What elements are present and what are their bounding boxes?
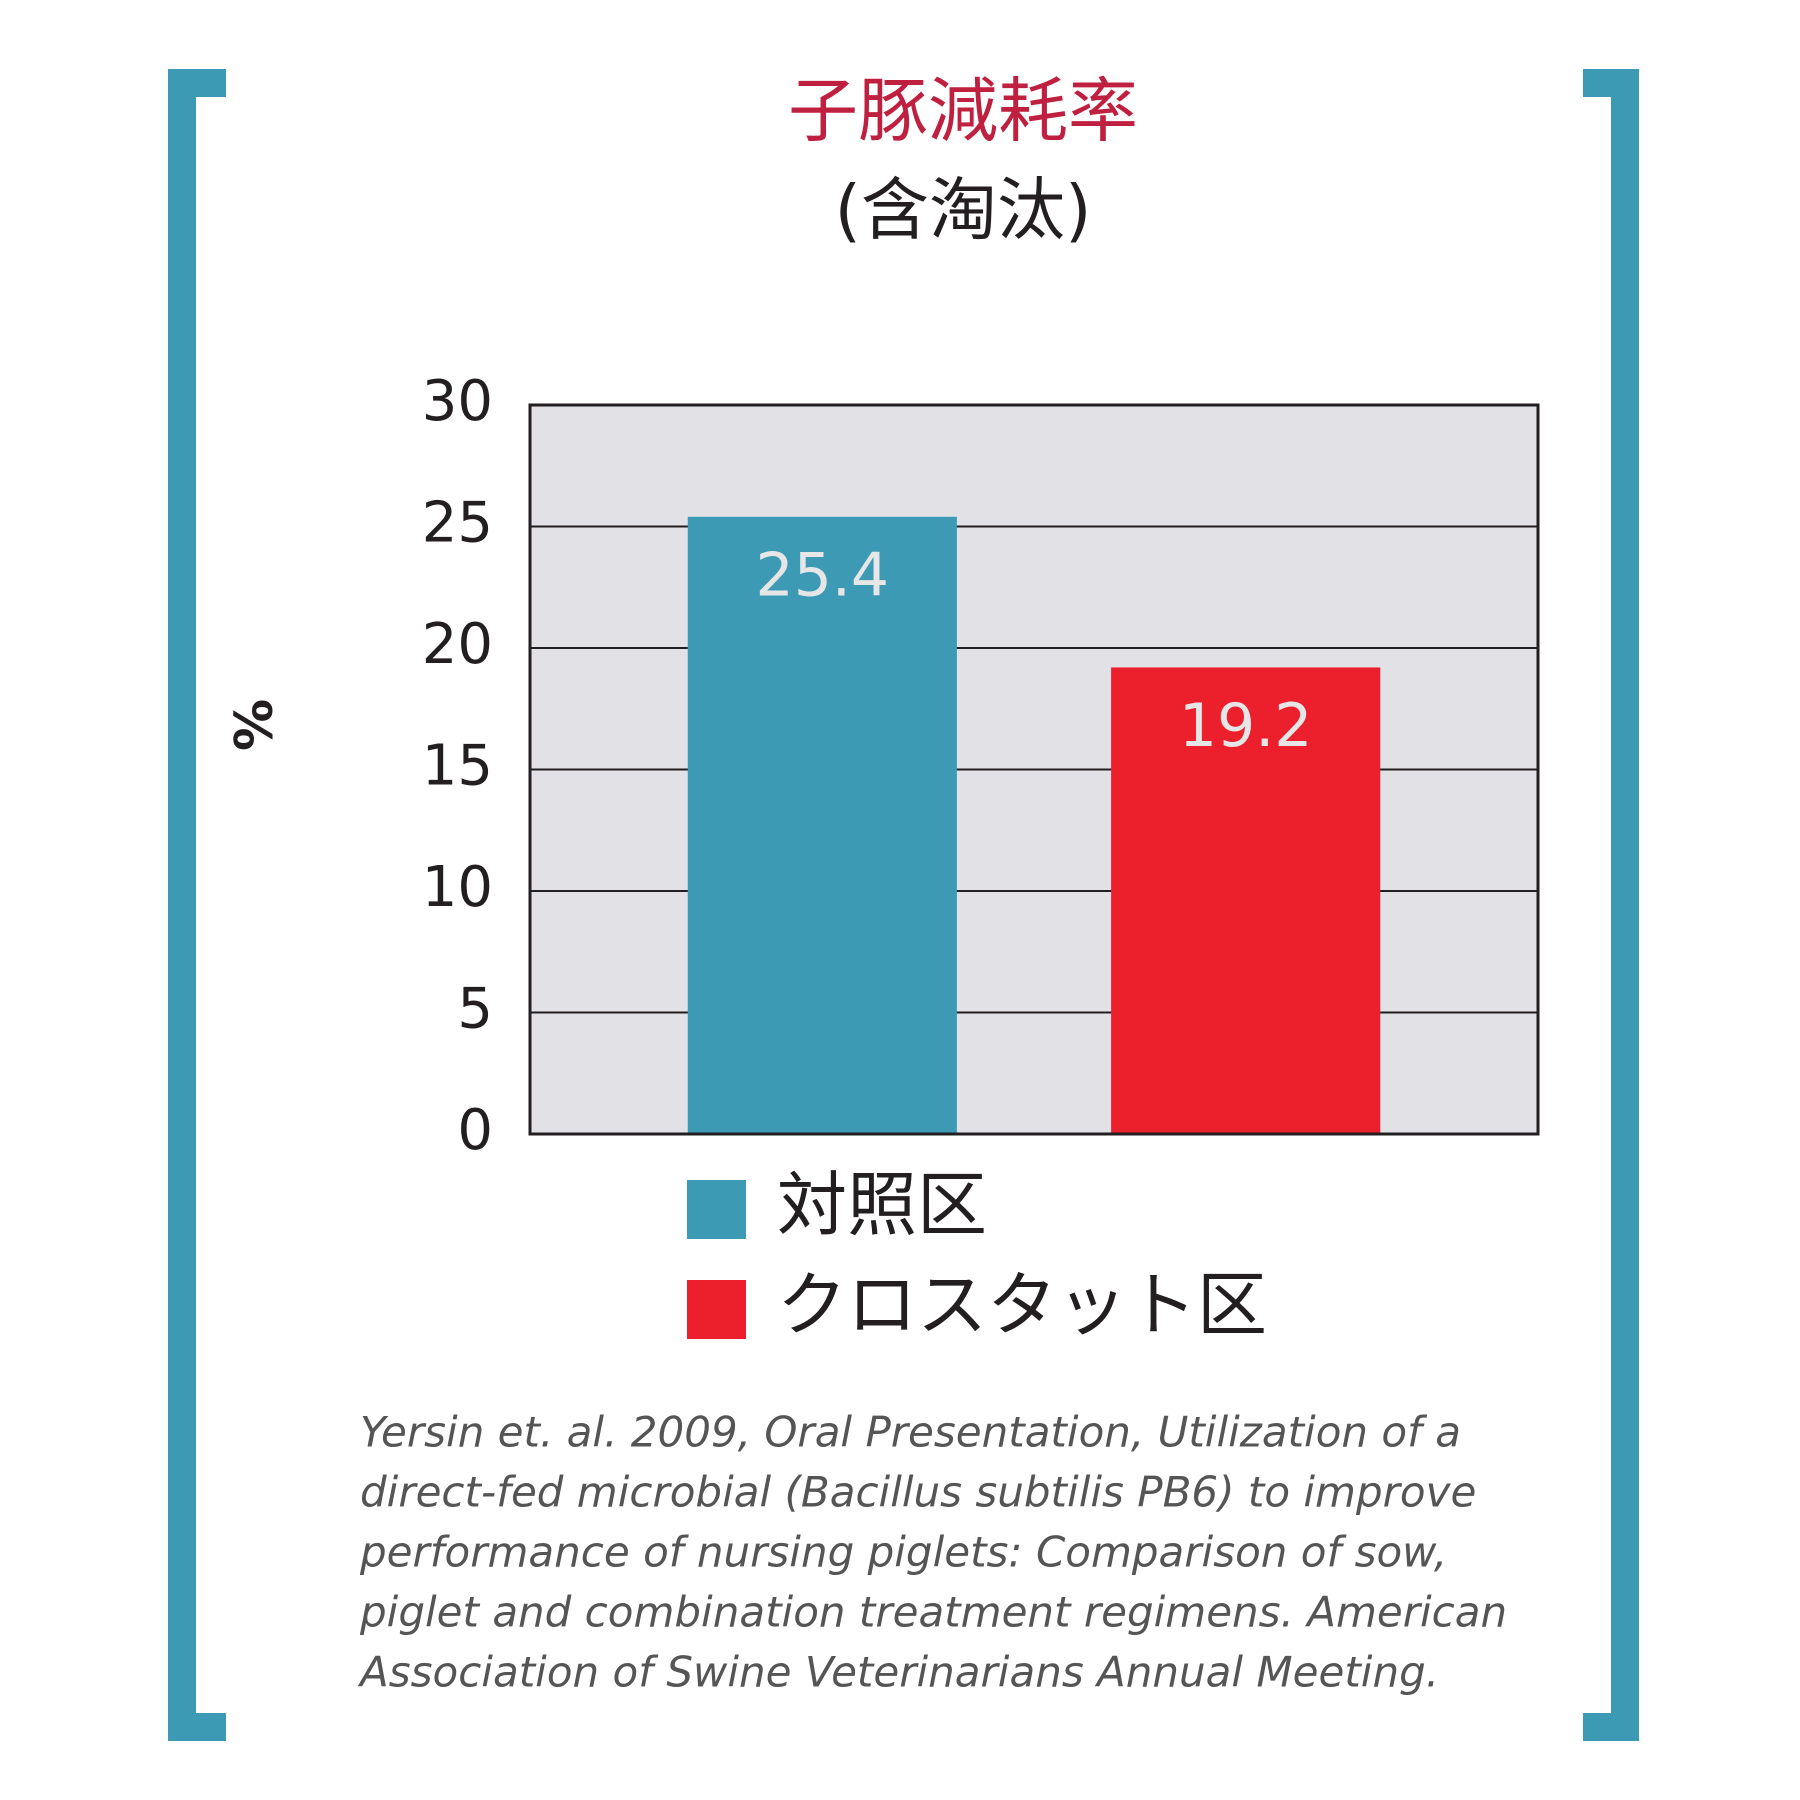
legend-label: 対照区	[777, 1164, 987, 1246]
data-label: 19.2	[1179, 691, 1313, 761]
y-tick-label: 10	[422, 855, 493, 920]
bar	[687, 516, 957, 1134]
footnote-line: piglet and combination treatment regimen…	[359, 1588, 1507, 1637]
footnote-line: direct-fed microbial (Bacillus subtilis …	[360, 1468, 1476, 1517]
y-tick-label: 15	[422, 734, 493, 799]
y-tick-label: 0	[457, 1098, 493, 1163]
footnote-line: performance of nursing piglets: Comparis…	[359, 1528, 1447, 1577]
data-label: 25.4	[756, 540, 890, 610]
y-tick-label: 25	[422, 491, 493, 556]
y-tick-label: 20	[422, 612, 493, 677]
left-bracket	[168, 69, 226, 1741]
chart-subtitle: (含淘汰)	[834, 172, 1091, 251]
legend-swatch	[687, 1180, 746, 1239]
bar	[1111, 667, 1381, 1134]
y-axis-label: %	[225, 699, 285, 751]
legend-label: クロスタット区	[777, 1264, 1267, 1346]
legend-swatch	[687, 1280, 746, 1339]
footnote-line: Association of Swine Veterinarians Annua…	[357, 1648, 1439, 1697]
footnote-line: Yersin et. al. 2009, Oral Presentation, …	[360, 1408, 1461, 1457]
plot-border	[528, 403, 1540, 1136]
chart-title: 子豚減耗率	[788, 70, 1138, 152]
y-tick-label: 30	[422, 369, 493, 434]
right-bracket	[1583, 69, 1639, 1741]
y-tick-label: 5	[457, 977, 493, 1042]
